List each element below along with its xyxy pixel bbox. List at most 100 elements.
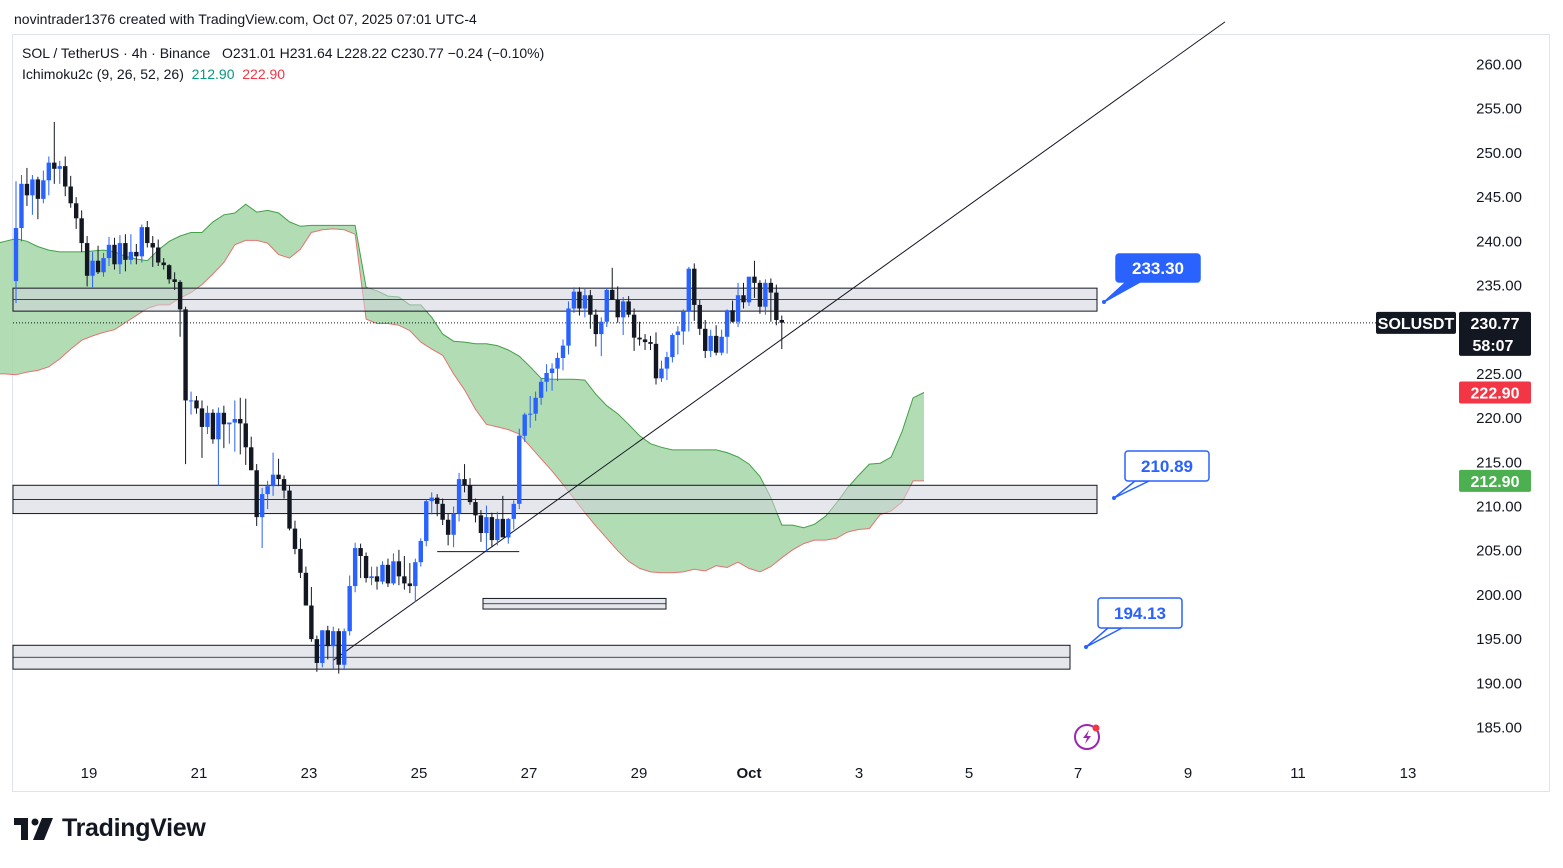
candle-body [445,519,451,535]
candle-body [363,556,369,579]
candle-body [533,397,538,414]
candle-body [216,412,221,440]
candle-body [63,166,68,187]
candle-body [123,243,128,260]
x-axis-tick: 9 [1184,765,1192,782]
candle-body [41,180,46,199]
y-axis-tick: 195.00 [1476,631,1522,648]
chart-credit: novintrader1376 created with TradingView… [14,11,477,27]
candle-body [571,291,577,309]
candle-body [703,328,708,351]
candle-body [385,564,391,584]
candle-body [413,562,418,587]
callout-label: 233.30 [1132,259,1184,278]
y-axis-tick: 210.00 [1476,499,1522,516]
tradingview-logo[interactable]: TradingView [14,814,206,843]
candle-body [396,561,402,577]
cloud-span-b-line [0,228,924,574]
callout-label: 194.13 [1114,604,1166,623]
ichimoku-cloud [0,204,924,573]
candle-body [424,501,429,541]
candle-body [763,282,768,307]
candle-body [24,183,30,196]
candle-body [46,162,52,181]
x-axis-tick: 3 [855,765,863,782]
candle-body [708,335,713,351]
candle-body [243,423,248,448]
y-axis-tick: 200.00 [1476,587,1522,604]
candle-body [227,422,232,425]
legend-indicator-name[interactable]: Ichimoku2c (9, 26, 52, 26) [22,66,184,82]
symbol-tag [1376,311,1456,334]
candle-body [757,282,763,307]
candle-body [724,310,730,337]
candle-body [719,336,724,353]
candle-body [73,203,79,219]
candle-body [418,540,423,563]
x-axis-tick: 29 [631,765,648,782]
candle-body [156,247,161,263]
candle-body [555,357,560,369]
tradingview-logo-icon [14,817,53,840]
candle-body [577,291,582,309]
candle-body [177,281,183,310]
candle-body [637,337,642,340]
candle-body [527,413,533,415]
candle-body [106,244,112,259]
candle-body [615,299,620,318]
candle-body [380,564,385,582]
callout-anchor-dot [1112,496,1116,500]
candle-body [358,548,363,557]
candle-body [402,576,407,584]
candle-body [249,447,254,471]
candle-body [610,289,615,300]
price-callout[interactable]: 194.13 [1084,597,1183,649]
legend-symbol[interactable]: SOL / TetherUS · 4h · Binance [22,45,211,61]
candle-body [183,309,188,401]
candle-body [752,276,757,283]
y-axis-tick: 250.00 [1476,145,1522,162]
candle-body [95,260,101,273]
y-axis-tick: 260.00 [1476,57,1522,74]
x-axis-tick: 13 [1400,765,1417,782]
candle-body [462,479,467,486]
support-trendline[interactable] [332,21,1226,661]
candle-body [692,268,697,305]
callout-pointer [1113,480,1150,499]
candle-body [484,517,489,534]
cloud-green-tag-label: 212.90 [1471,474,1520,491]
candle-body [161,262,166,266]
candle-body [374,576,380,582]
legend-indicator-red-value: 222.90 [242,66,286,82]
price-callout[interactable]: 233.30 [1102,253,1201,304]
candle-body [194,400,199,409]
candle-body [117,243,123,265]
candle-body [309,605,314,640]
candle-body [270,474,276,487]
candle-body [686,268,692,312]
callout-label: 210.89 [1141,457,1193,476]
candle-body [347,586,352,632]
candle-body [681,311,686,332]
candle-body [735,295,741,322]
y-axis-tick: 205.00 [1476,543,1522,560]
price-callout[interactable]: 210.89 [1112,450,1210,500]
candle-body [566,308,571,346]
candle-body [456,479,462,514]
callout-box [1097,597,1183,629]
candle-body [746,276,752,303]
x-axis-tick: 19 [81,765,98,782]
alert-lightning-icon[interactable] [1074,724,1100,750]
legend-symbol-row[interactable]: SOL / TetherUS · 4h · Binance O231.01 H2… [22,45,544,61]
candle-body [166,265,172,280]
x-axis-tick: 23 [301,765,318,782]
candle-body [369,576,374,579]
candle-body [79,218,84,244]
candle-body [35,179,41,199]
callout-pointer [1085,627,1123,648]
legend-indicator-row[interactable]: Ichimoku2c (9, 26, 52, 26) 212.90 222.90 [22,66,285,82]
candle-body [320,630,325,663]
callout-box [1124,450,1210,482]
candle-body [768,282,774,293]
